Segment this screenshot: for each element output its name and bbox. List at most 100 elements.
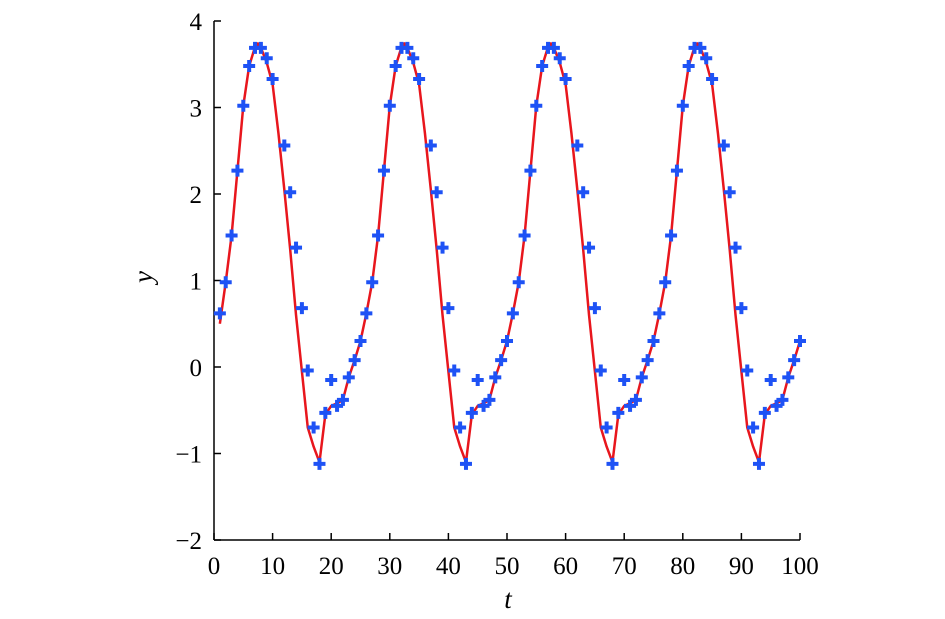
data-point-marker — [735, 302, 748, 315]
data-point-marker — [290, 241, 303, 254]
data-point-marker — [225, 229, 238, 242]
data-point-marker — [641, 354, 654, 367]
data-point-marker — [764, 373, 777, 386]
data-point-marker — [301, 364, 314, 377]
data-point-marker — [336, 393, 349, 406]
axes: 0 10 20 30 40 50 60 70 80 90 100 −2 −1 0 1 2 3 4 — [175, 9, 818, 580]
data-point-marker — [483, 393, 496, 406]
data-point-marker — [360, 307, 373, 320]
data-point-marker — [424, 139, 437, 152]
x-tick-label: 100 — [781, 553, 819, 580]
x-tick-label: 50 — [495, 553, 520, 580]
data-point-marker — [706, 72, 719, 85]
data-point-marker — [530, 99, 543, 112]
data-point-marker — [524, 164, 537, 177]
data-point-marker — [583, 241, 596, 254]
data-point-marker — [436, 241, 449, 254]
data-point-marker — [665, 229, 678, 242]
y-tick-label: −1 — [175, 442, 202, 469]
data-point-marker — [723, 186, 736, 199]
x-tick-label: 40 — [436, 553, 461, 580]
data-point-marker — [284, 186, 297, 199]
data-point-marker — [694, 41, 707, 54]
data-point-marker — [471, 373, 484, 386]
data-point-marker — [213, 307, 226, 320]
series-line — [218, 42, 802, 464]
y-tick-label: 2 — [190, 182, 203, 209]
data-point-marker — [776, 393, 789, 406]
data-point-marker — [489, 371, 502, 384]
data-point-marker — [577, 186, 590, 199]
data-point-marker — [401, 41, 414, 54]
data-point-marker — [448, 364, 461, 377]
data-point-marker — [647, 335, 660, 348]
data-point-marker — [413, 72, 426, 85]
data-point-marker — [682, 59, 695, 72]
data-point-marker — [758, 406, 771, 419]
data-point-marker — [231, 164, 244, 177]
data-point-marker — [319, 406, 332, 419]
data-point-marker — [325, 373, 338, 386]
data-point-marker — [260, 52, 273, 65]
y-axis-label: y — [128, 271, 158, 286]
data-point-marker — [501, 335, 513, 348]
y-tick-label: 4 — [190, 9, 203, 36]
data-point-marker — [788, 354, 801, 367]
y-tick-label: 1 — [190, 269, 203, 296]
data-point-marker — [670, 164, 683, 177]
data-point-marker — [571, 139, 584, 152]
data-point-marker — [612, 406, 625, 419]
data-point-marker — [307, 421, 320, 434]
data-point-marker — [354, 335, 367, 348]
data-point-marker — [219, 276, 232, 289]
data-point-marker — [237, 99, 250, 112]
y-tick-label: −2 — [175, 528, 202, 555]
data-point-marker — [741, 364, 754, 377]
data-point-marker — [278, 139, 291, 152]
data-point-marker — [459, 457, 472, 470]
data-point-marker — [770, 399, 783, 412]
data-point-marker — [407, 52, 420, 65]
data-point-marker — [266, 72, 279, 85]
x-tick-label: 10 — [260, 553, 285, 580]
data-point-marker — [606, 457, 619, 470]
data-point-marker — [600, 421, 613, 434]
data-point-marker — [588, 302, 601, 315]
data-point-marker — [430, 186, 443, 199]
data-point-marker — [553, 52, 566, 65]
data-point-marker — [342, 371, 355, 384]
data-point-marker — [729, 241, 742, 254]
data-point-marker — [512, 276, 525, 289]
data-point-marker — [442, 302, 455, 315]
data-point-marker — [366, 276, 379, 289]
data-point-marker — [752, 457, 765, 470]
data-point-marker — [794, 335, 806, 348]
x-axis-label: t — [504, 584, 513, 614]
data-point-marker — [389, 59, 402, 72]
data-point-marker — [331, 399, 344, 412]
data-point-marker — [383, 99, 396, 112]
series-layer — [213, 41, 806, 470]
data-point-marker — [676, 99, 689, 112]
data-point-marker — [348, 354, 361, 367]
data-point-marker — [454, 421, 467, 434]
x-tick-label: 80 — [670, 553, 695, 580]
data-point-marker — [477, 399, 490, 412]
y-tick-label: 3 — [190, 96, 203, 123]
data-point-marker — [629, 393, 642, 406]
data-point-marker — [254, 41, 267, 54]
data-point-marker — [243, 59, 256, 72]
data-point-marker — [782, 371, 795, 384]
data-point-marker — [747, 421, 760, 434]
data-point-marker — [377, 164, 390, 177]
data-point-marker — [518, 229, 531, 242]
data-point-marker — [659, 276, 672, 289]
data-point-marker — [717, 139, 730, 152]
data-point-marker — [506, 307, 519, 320]
x-tick-label: 0 — [208, 553, 221, 580]
data-point-marker — [495, 354, 508, 367]
data-point-marker — [372, 229, 385, 242]
data-point-marker — [594, 364, 607, 377]
